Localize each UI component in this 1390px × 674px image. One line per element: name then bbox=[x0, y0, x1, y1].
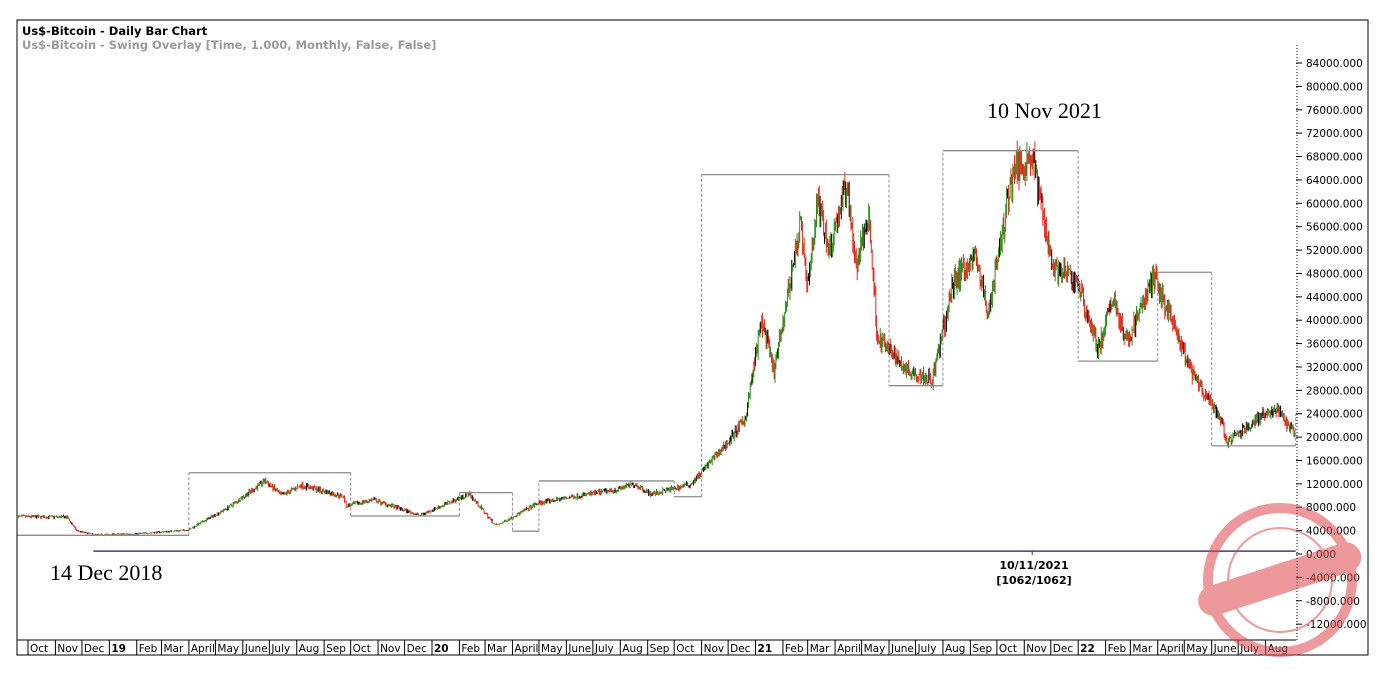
watermark-outer-ring bbox=[1203, 503, 1357, 657]
time-tick-label: 22 bbox=[1080, 643, 1095, 655]
time-tick-label: Aug bbox=[299, 643, 320, 655]
chart-frame bbox=[16, 19, 1369, 656]
time-tick-label: Sep bbox=[650, 643, 670, 655]
time-tick-label: May bbox=[1186, 643, 1208, 655]
time-tick-label: 19 bbox=[111, 643, 126, 655]
time-tick-label: Feb bbox=[139, 643, 158, 655]
time-tick-label: Aug bbox=[945, 643, 966, 655]
price-tick-label: 60000.000 bbox=[1306, 198, 1363, 210]
price-tick-label: 80000.000 bbox=[1306, 81, 1363, 93]
time-tick-label: Dec bbox=[1053, 643, 1074, 655]
price-tick-label: 20000.000 bbox=[1306, 432, 1363, 444]
time-tick-label: Mar bbox=[487, 643, 507, 655]
time-tick-label: Mar bbox=[1132, 643, 1152, 655]
time-tick-label: May bbox=[541, 643, 563, 655]
time-tick-label: June bbox=[890, 643, 914, 655]
price-tick-label: 8000.000 bbox=[1306, 502, 1356, 514]
time-axis: Oct Nov Dec 19 Feb Mar April May June July Aug Sep O… bbox=[27, 640, 1288, 655]
chart-title: Us$-Bitcoin - Daily Bar Chart bbox=[22, 24, 208, 38]
price-tick-label: 72000.000 bbox=[1306, 128, 1363, 140]
time-tick-label: 21 bbox=[758, 643, 773, 655]
price-tick-label: 84000.000 bbox=[1306, 58, 1363, 70]
time-tick-label: June bbox=[244, 643, 268, 655]
protected-image-watermark bbox=[1198, 503, 1362, 657]
watermark-inner-ring bbox=[1227, 527, 1333, 633]
price-tick-label: 64000.000 bbox=[1306, 175, 1363, 187]
peak-date-annotation: 10 Nov 2021 bbox=[987, 98, 1102, 123]
time-tick-label: Dec bbox=[84, 643, 105, 655]
swing-overlay bbox=[17, 150, 1297, 536]
price-tick-label: 16000.000 bbox=[1306, 455, 1363, 467]
start-date-annotation: 14 Dec 2018 bbox=[50, 560, 162, 585]
time-tick-label: June bbox=[1213, 643, 1237, 655]
price-tick-label: 24000.000 bbox=[1306, 409, 1363, 421]
time-tick-label: July bbox=[594, 643, 614, 655]
time-tick-label: Dec bbox=[730, 643, 751, 655]
price-tick-label: 28000.000 bbox=[1306, 385, 1363, 397]
cursor-count: [1062/1062] bbox=[996, 574, 1071, 587]
time-tick-label: Aug bbox=[622, 643, 643, 655]
time-tick-label: April bbox=[514, 643, 538, 655]
time-tick-label: Nov bbox=[704, 643, 725, 655]
time-tick-label: Oct bbox=[30, 643, 48, 655]
time-tick-label: April bbox=[191, 643, 215, 655]
time-tick-label: Nov bbox=[57, 643, 78, 655]
time-tick-label: Feb bbox=[461, 643, 480, 655]
time-tick-label: Nov bbox=[380, 643, 401, 655]
time-tick-label: April bbox=[1160, 643, 1184, 655]
time-tick-label: July bbox=[917, 643, 937, 655]
time-tick-label: May bbox=[217, 643, 239, 655]
price-tick-label: 52000.000 bbox=[1306, 245, 1363, 257]
price-tick-label: 48000.000 bbox=[1306, 268, 1363, 280]
time-tick-label: Sep bbox=[972, 643, 992, 655]
time-tick-label: Feb bbox=[785, 643, 804, 655]
time-tick-label: Oct bbox=[353, 643, 371, 655]
overlay-title: Us$-Bitcoin - Swing Overlay [Time, 1.000… bbox=[22, 38, 437, 52]
price-tick-label: 76000.000 bbox=[1306, 105, 1363, 117]
price-tick-label: 32000.000 bbox=[1306, 362, 1363, 374]
price-tick-label: 44000.000 bbox=[1306, 292, 1363, 304]
time-tick-label: Feb bbox=[1108, 643, 1127, 655]
cursor-date: 10/11/2021 bbox=[999, 559, 1068, 572]
time-tick-label: Mar bbox=[810, 643, 830, 655]
time-tick-label: Oct bbox=[676, 643, 694, 655]
price-tick-label: 12000.000 bbox=[1306, 479, 1363, 491]
time-tick-label: Mar bbox=[163, 643, 183, 655]
price-tick-label: 68000.000 bbox=[1306, 152, 1363, 164]
time-tick-label: Oct bbox=[999, 643, 1017, 655]
time-tick-label: April bbox=[837, 643, 861, 655]
time-tick-label: July bbox=[270, 643, 290, 655]
price-tick-label: 36000.000 bbox=[1306, 339, 1363, 351]
watermark-banner bbox=[1198, 542, 1362, 616]
time-tick-label: May bbox=[864, 643, 886, 655]
time-tick-label: Dec bbox=[407, 643, 428, 655]
price-tick-label: 56000.000 bbox=[1306, 222, 1363, 234]
time-tick-label: 20 bbox=[434, 643, 449, 655]
price-bars bbox=[16, 140, 1296, 536]
time-tick-label: June bbox=[567, 643, 591, 655]
time-tick-label: Nov bbox=[1026, 643, 1047, 655]
price-tick-label: 40000.000 bbox=[1306, 315, 1363, 327]
time-tick-label: Sep bbox=[326, 643, 346, 655]
